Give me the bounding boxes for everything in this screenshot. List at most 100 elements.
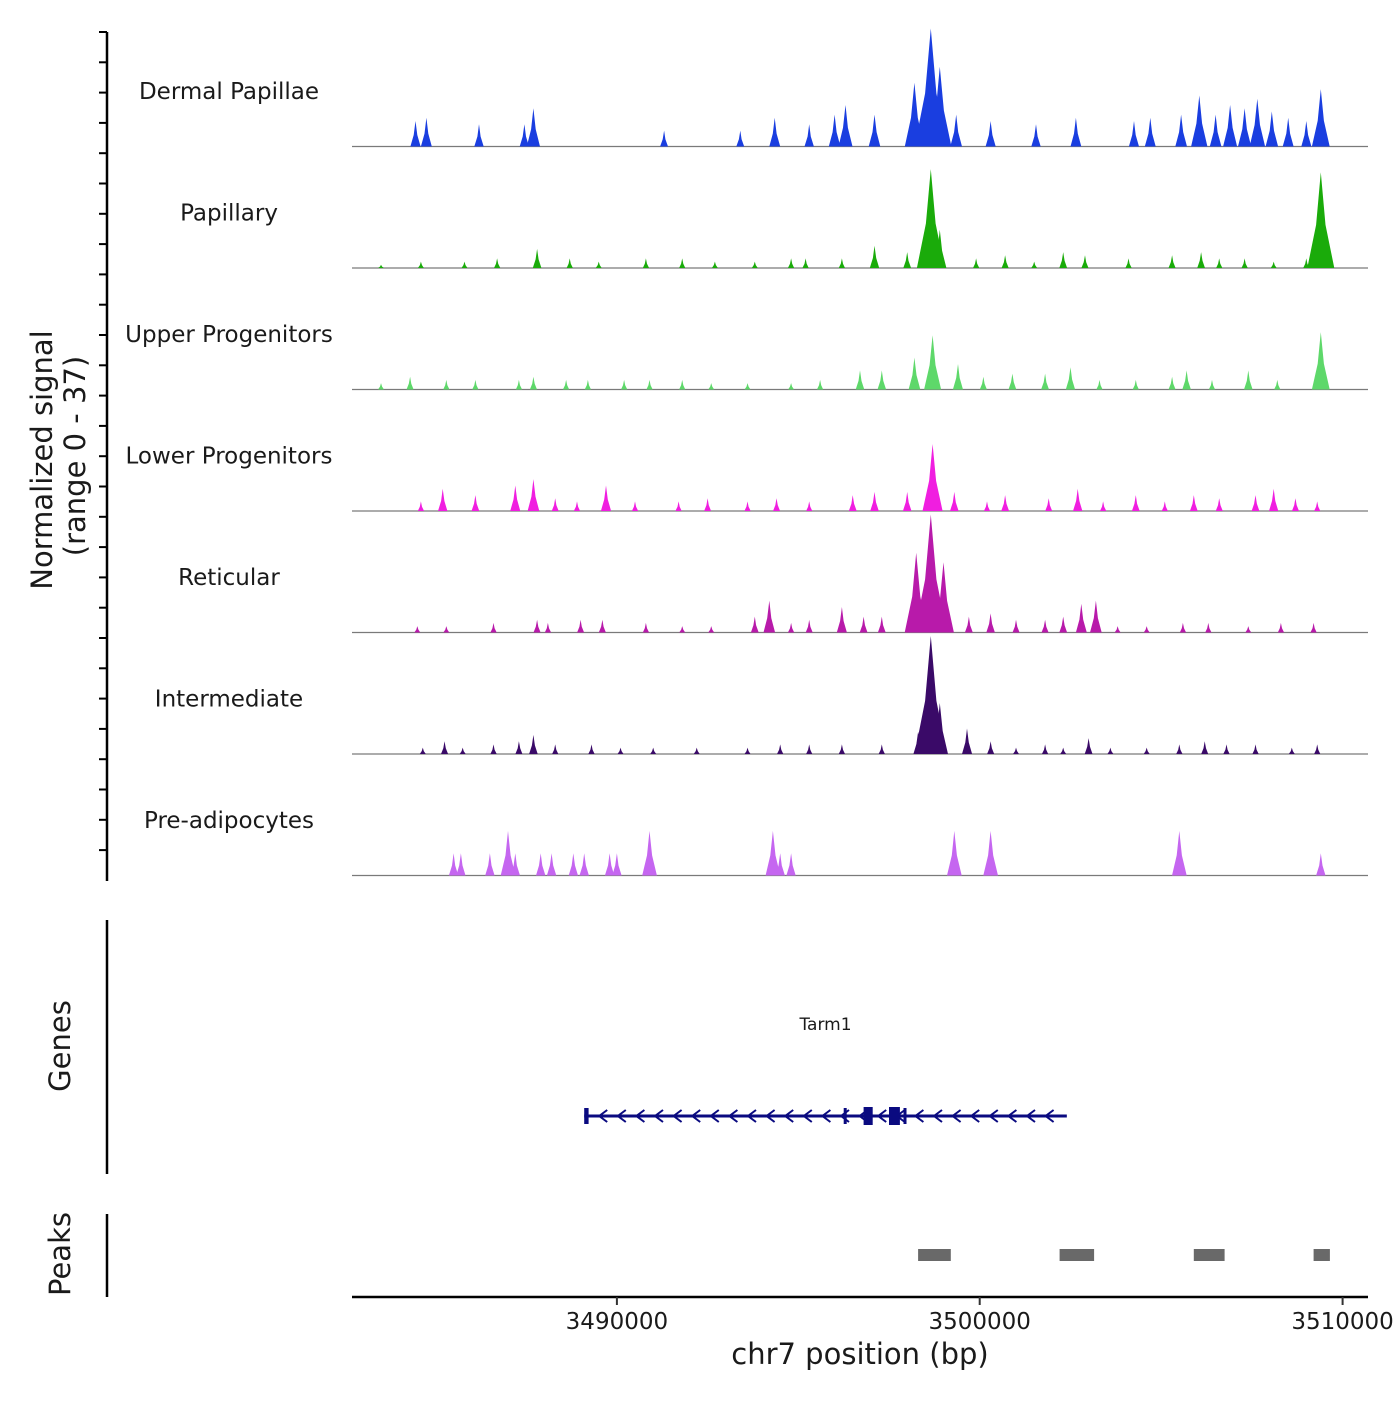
signal-peak xyxy=(914,514,947,633)
signal-peak xyxy=(1241,258,1248,268)
signal-peak xyxy=(806,744,813,754)
signal-peak xyxy=(786,853,796,876)
y-axis-title: Normalized signal xyxy=(25,330,59,589)
signal-peak xyxy=(777,744,784,754)
signal-peak xyxy=(472,379,479,390)
signal-peak xyxy=(836,607,847,633)
signal-peak xyxy=(1252,744,1259,754)
peaks-axis-title: Peaks xyxy=(43,1212,77,1296)
signal-peak xyxy=(510,485,521,511)
strand-arrow xyxy=(634,1109,645,1123)
strand-arrow xyxy=(653,1109,664,1123)
signal-peak xyxy=(1041,744,1049,754)
signal-peak xyxy=(802,258,809,268)
signal-peak xyxy=(579,853,589,876)
signal-peak xyxy=(1070,117,1082,147)
signal-peak xyxy=(438,488,448,511)
signal-peak xyxy=(660,130,668,147)
signal-peak xyxy=(1274,379,1281,390)
signal-peak xyxy=(773,498,781,511)
signal-peak xyxy=(924,335,942,390)
signal-peak xyxy=(1001,495,1010,511)
signal-peak xyxy=(490,622,497,633)
signal-peak xyxy=(1307,172,1335,268)
signal-peak xyxy=(787,258,795,268)
signal-peak xyxy=(1031,261,1038,268)
signal-peak xyxy=(419,747,426,754)
signal-peak xyxy=(769,117,781,147)
signal-peak xyxy=(1314,501,1321,511)
signal-peak xyxy=(1131,495,1140,511)
signal-peak xyxy=(859,616,868,633)
strand-arrow xyxy=(1025,1109,1036,1123)
signal-peak xyxy=(868,114,881,147)
track-reticular: Reticular xyxy=(178,514,1368,634)
strand-arrow xyxy=(820,1109,831,1123)
signal-peak xyxy=(1045,498,1053,511)
signal-peak xyxy=(1238,108,1252,147)
signal-peak xyxy=(532,248,542,268)
signal-peak xyxy=(922,444,943,511)
signal-peak xyxy=(855,370,865,390)
signal-peak xyxy=(1209,114,1222,147)
signal-peak xyxy=(1075,603,1087,633)
signal-peak xyxy=(765,830,781,876)
signal-peak xyxy=(788,383,795,390)
signal-peak xyxy=(1191,95,1208,147)
signal-peak xyxy=(1265,111,1279,147)
signal-peak xyxy=(378,264,384,268)
signal-peak xyxy=(1008,373,1017,390)
signal-peak xyxy=(1176,744,1183,754)
signal-peak xyxy=(1215,498,1223,511)
gene-name-label: Tarm1 xyxy=(798,1015,851,1035)
peak-region xyxy=(1059,1249,1095,1261)
track-label: Dermal Papillae xyxy=(139,79,319,105)
signal-peak xyxy=(693,747,700,754)
signal-peak xyxy=(736,130,745,147)
signal-peak xyxy=(1249,98,1266,147)
signal-peak xyxy=(952,364,963,390)
signal-peak xyxy=(1208,379,1216,390)
signal-peak xyxy=(650,747,657,754)
signal-peak xyxy=(804,124,814,147)
signal-peak xyxy=(1301,121,1312,147)
signal-peak xyxy=(1041,373,1049,390)
track-papillary: Papillary xyxy=(180,169,1368,269)
signal-peak xyxy=(642,830,657,876)
signal-peak xyxy=(1316,853,1326,876)
strand-arrow xyxy=(727,1109,738,1123)
signal-axis-ticks xyxy=(99,31,107,852)
strand-arrow xyxy=(1043,1109,1055,1123)
signal-peak xyxy=(1311,332,1330,390)
track-intermediate: Intermediate xyxy=(155,636,1368,755)
x-tick-label: 3490000 xyxy=(566,1309,668,1335)
x-tick-label: 3500000 xyxy=(928,1309,1030,1335)
signal-peak xyxy=(744,747,751,754)
peak-region xyxy=(1193,1249,1225,1261)
signal-peak xyxy=(646,379,653,390)
signal-peak xyxy=(1201,741,1209,754)
signal-peak xyxy=(494,258,501,268)
signal-peak xyxy=(529,376,537,390)
signal-peak xyxy=(679,258,686,268)
signal-peak xyxy=(1143,747,1150,754)
signal-peak xyxy=(1179,622,1187,633)
signal-peak xyxy=(986,613,995,633)
signal-peak xyxy=(562,379,570,390)
signal-peak xyxy=(1081,255,1089,268)
signal-peak xyxy=(573,501,581,511)
x-axis-ticks: 3490000 3500000 3510000 xyxy=(566,1297,1394,1335)
strand-arrow xyxy=(988,1109,999,1123)
signal-peak xyxy=(838,744,845,754)
signal-peak xyxy=(1205,622,1212,633)
signal-peak xyxy=(417,501,425,511)
signal-peak xyxy=(485,853,495,876)
signal-peak xyxy=(828,114,841,147)
track-pre-adipocytes: Pre-adipocytes xyxy=(144,808,1368,877)
signal-peak xyxy=(1041,619,1049,633)
gene-exon xyxy=(843,1108,847,1124)
signal-peak xyxy=(964,616,973,633)
signal-peak xyxy=(1031,124,1041,147)
